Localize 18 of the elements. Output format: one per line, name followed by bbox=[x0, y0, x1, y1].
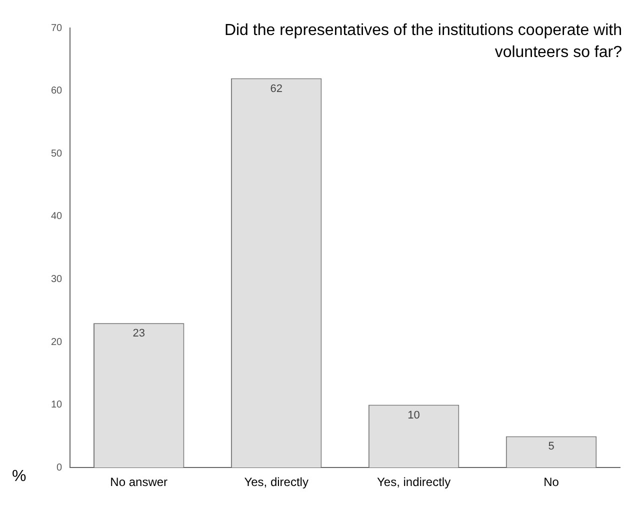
x-tick-label: Yes, directly bbox=[244, 475, 308, 490]
x-tick-label: No answer bbox=[110, 475, 168, 490]
chart-title: Did the representatives of the institutions cooperate with volunteers so far? bbox=[182, 20, 622, 64]
y-tick-label: 60 bbox=[51, 86, 63, 97]
data-label: 10 bbox=[408, 409, 420, 422]
x-tick-label: No bbox=[544, 475, 560, 490]
data-label: 23 bbox=[132, 328, 145, 340]
data-label: 5 bbox=[548, 440, 554, 453]
y-axis-title: % bbox=[12, 468, 26, 486]
data-label: 62 bbox=[270, 82, 282, 95]
y-tick-label: 30 bbox=[51, 274, 63, 285]
y-tick-label: 0 bbox=[56, 462, 63, 474]
y-tick-label: 70 bbox=[51, 22, 63, 34]
y-tick-label: 20 bbox=[51, 336, 63, 348]
y-tick-label: 40 bbox=[51, 211, 63, 222]
y-tick-label: 10 bbox=[51, 400, 63, 411]
y-tick-label: 50 bbox=[51, 148, 63, 160]
x-tick-label: Yes, indirectly bbox=[377, 475, 451, 490]
